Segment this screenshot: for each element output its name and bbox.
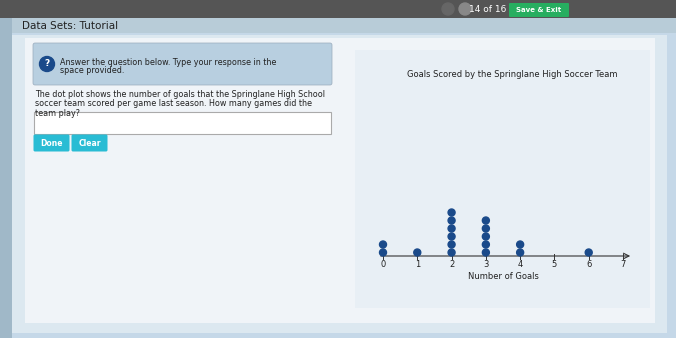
Circle shape — [585, 249, 592, 256]
FancyBboxPatch shape — [12, 18, 676, 33]
Circle shape — [442, 3, 454, 15]
Text: Save & Exit: Save & Exit — [516, 7, 562, 13]
Circle shape — [459, 3, 471, 15]
Circle shape — [483, 217, 489, 224]
Circle shape — [414, 249, 420, 256]
Text: Data Sets: Tutorial: Data Sets: Tutorial — [22, 21, 118, 31]
Circle shape — [483, 225, 489, 232]
Text: team play?: team play? — [35, 109, 80, 118]
Text: soccer team scored per game last season. How many games did the: soccer team scored per game last season.… — [35, 99, 312, 108]
Text: 6: 6 — [586, 260, 592, 269]
Circle shape — [516, 241, 524, 248]
Circle shape — [448, 241, 455, 248]
Text: Number of Goals: Number of Goals — [468, 272, 539, 281]
Circle shape — [448, 217, 455, 224]
Text: 5: 5 — [552, 260, 557, 269]
FancyBboxPatch shape — [72, 135, 107, 151]
Circle shape — [483, 241, 489, 248]
Text: 14 of 16: 14 of 16 — [469, 4, 507, 14]
Circle shape — [483, 233, 489, 240]
Text: 0: 0 — [381, 260, 385, 269]
FancyBboxPatch shape — [25, 38, 655, 323]
FancyBboxPatch shape — [0, 0, 676, 18]
Text: The dot plot shows the number of goals that the Springlane High School: The dot plot shows the number of goals t… — [35, 90, 325, 99]
Circle shape — [39, 56, 55, 72]
Text: Clear: Clear — [78, 139, 101, 147]
FancyBboxPatch shape — [34, 112, 331, 134]
Circle shape — [448, 225, 455, 232]
FancyBboxPatch shape — [355, 50, 650, 308]
FancyBboxPatch shape — [33, 43, 332, 85]
Circle shape — [448, 249, 455, 256]
Text: 7: 7 — [621, 260, 626, 269]
FancyBboxPatch shape — [12, 35, 667, 333]
FancyBboxPatch shape — [509, 3, 569, 17]
Circle shape — [448, 233, 455, 240]
Circle shape — [483, 249, 489, 256]
Text: Goals Scored by the Springlane High Soccer Team: Goals Scored by the Springlane High Socc… — [407, 70, 618, 79]
Text: ?: ? — [45, 59, 49, 69]
Text: 3: 3 — [483, 260, 489, 269]
Circle shape — [379, 249, 387, 256]
Circle shape — [516, 249, 524, 256]
Text: Answer the question below. Type your response in the: Answer the question below. Type your res… — [60, 58, 276, 67]
FancyBboxPatch shape — [0, 18, 12, 338]
Circle shape — [379, 241, 387, 248]
Circle shape — [448, 209, 455, 216]
Text: 1: 1 — [414, 260, 420, 269]
Text: 4: 4 — [518, 260, 523, 269]
Text: Done: Done — [41, 139, 63, 147]
FancyBboxPatch shape — [34, 135, 70, 151]
Text: space provided.: space provided. — [60, 66, 124, 75]
Text: 2: 2 — [449, 260, 454, 269]
